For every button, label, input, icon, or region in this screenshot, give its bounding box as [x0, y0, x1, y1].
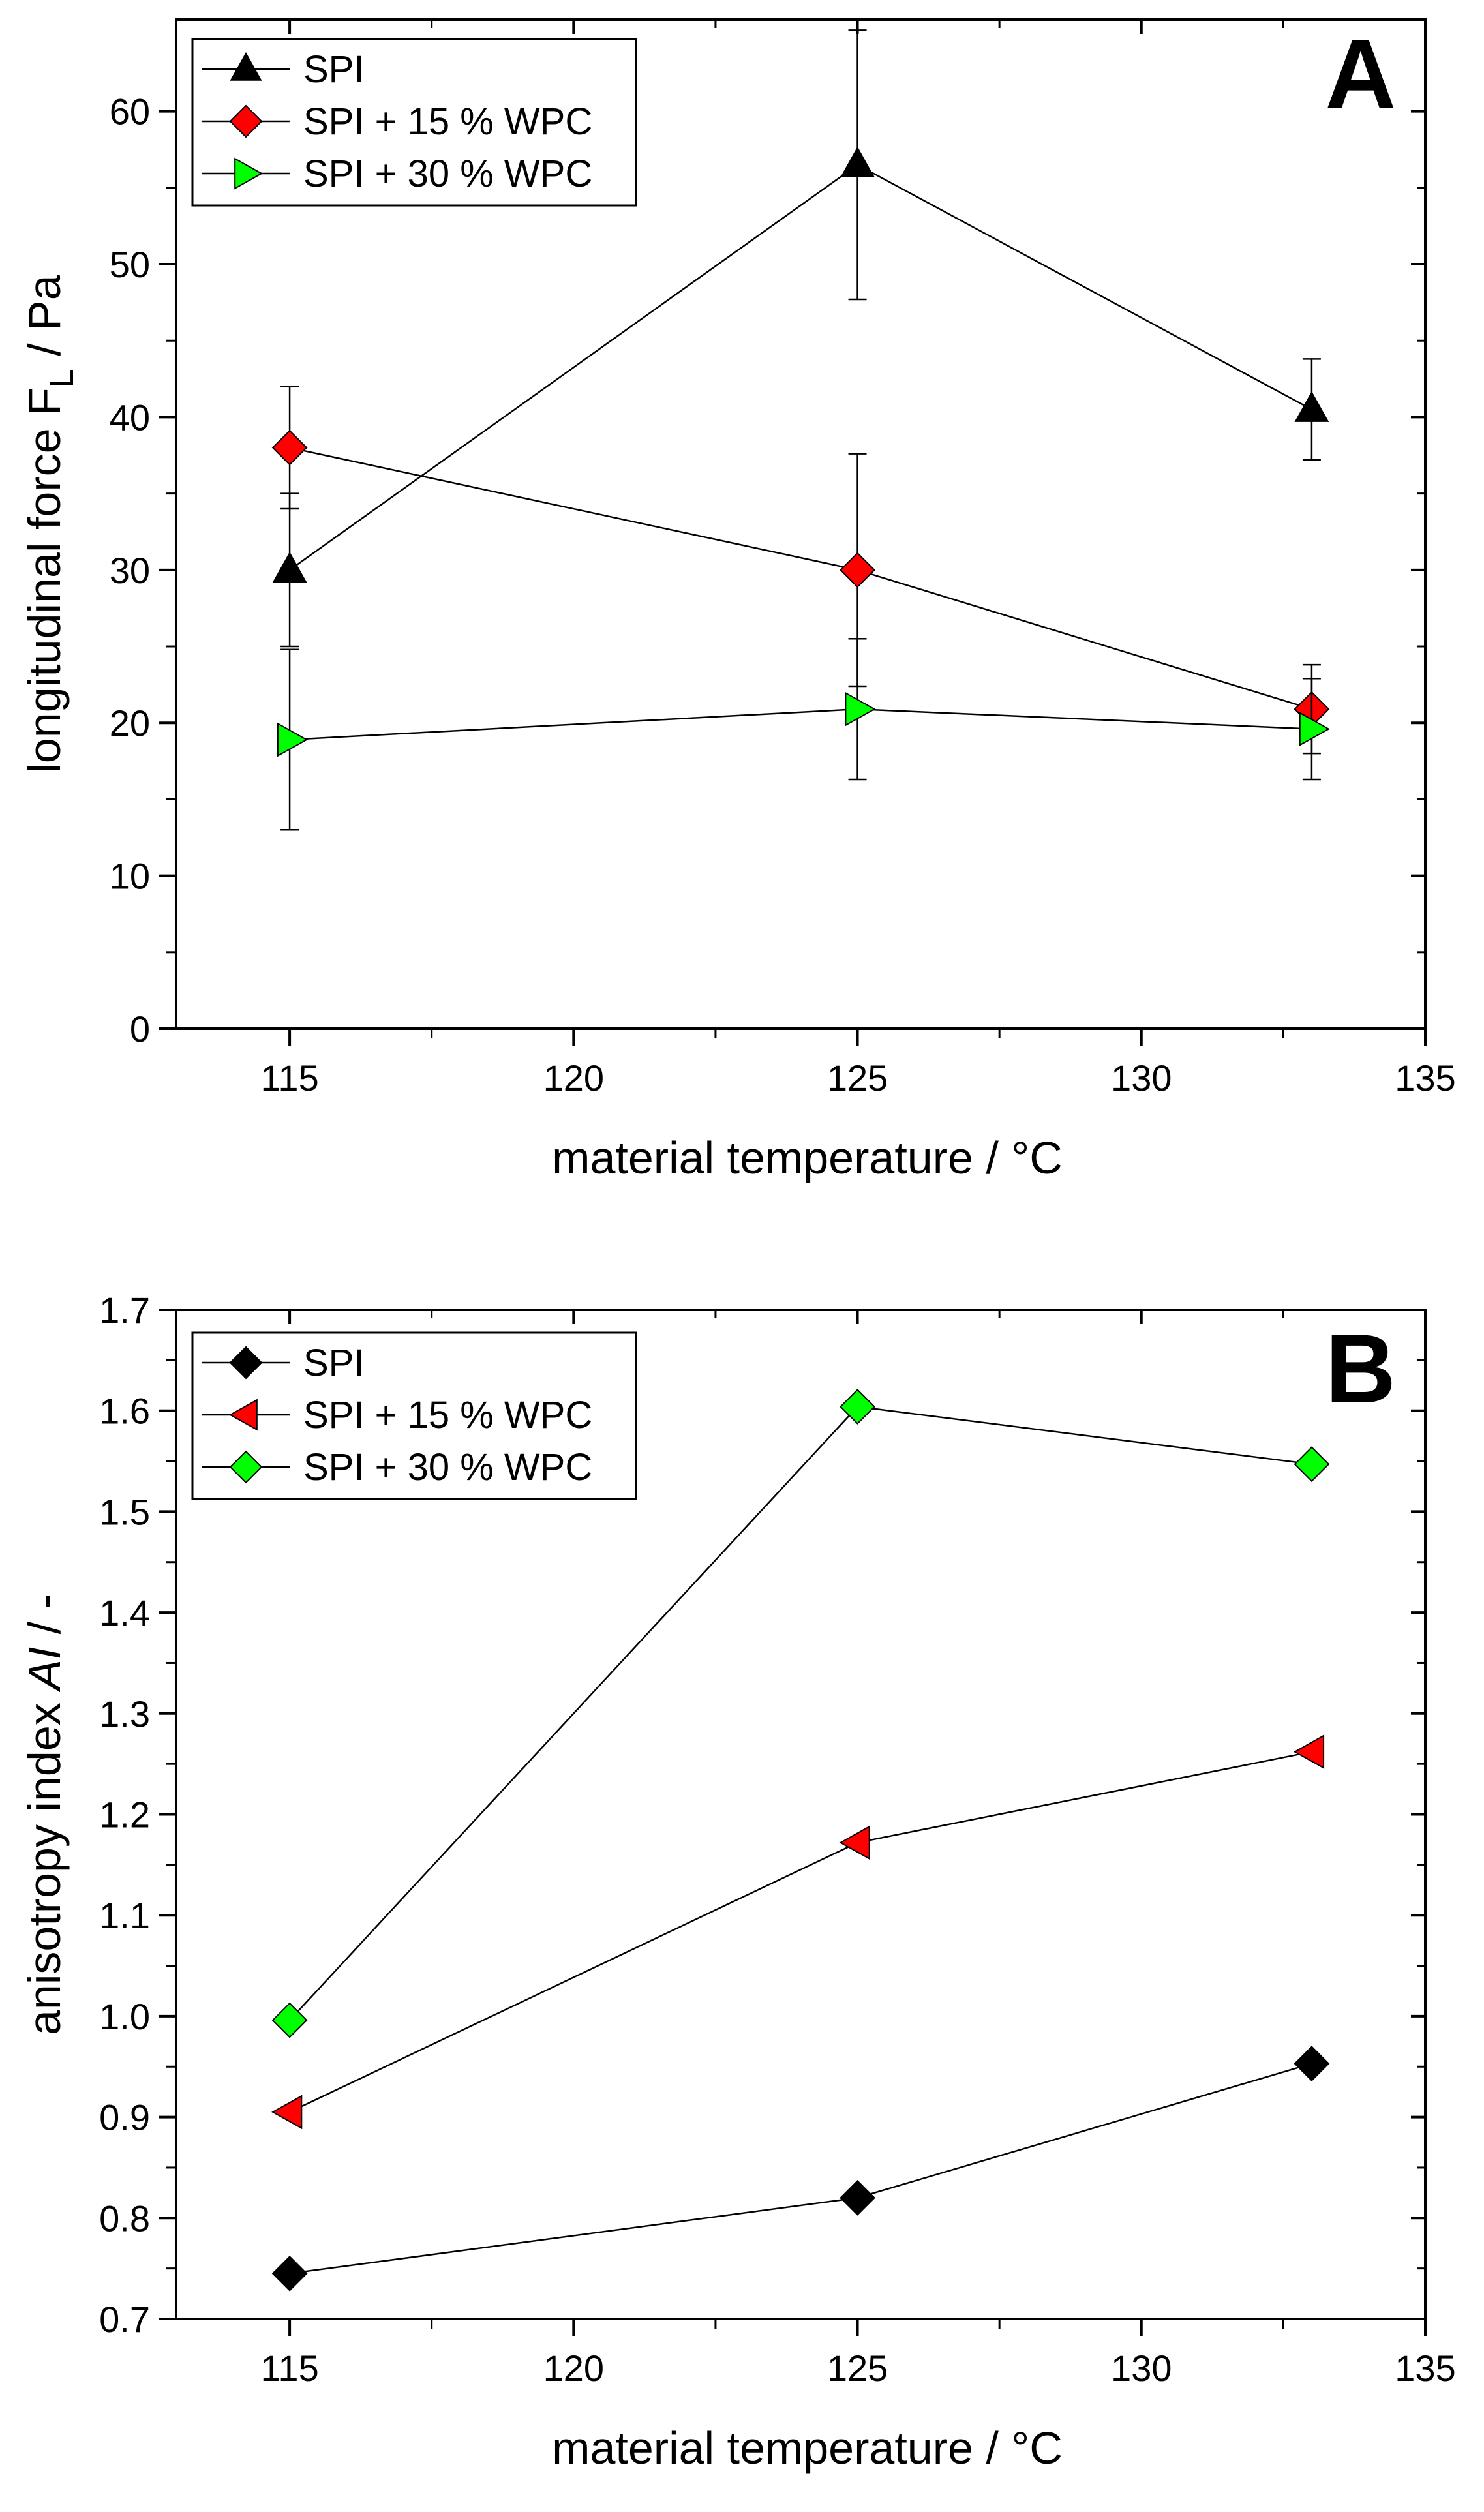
y-tick-label: 20 [110, 703, 150, 744]
x-tick-label: 135 [1395, 1057, 1455, 1098]
y-axis-title-subscript: L [43, 369, 81, 387]
series-line [289, 164, 1312, 571]
y-tick-label: 1.0 [99, 1996, 150, 2037]
series-spi [272, 29, 1329, 648]
data-point [840, 552, 875, 588]
y-tick-label: 0 [130, 1008, 150, 1050]
data-point [271, 2002, 308, 2038]
data-point [840, 146, 875, 177]
series-line [289, 2063, 1312, 2275]
data-point [840, 2179, 875, 2216]
data-point [271, 2095, 303, 2130]
legend-label: SPI + 15 % WPC [303, 1394, 592, 1436]
y-tick-label: 0.7 [99, 2299, 150, 2340]
data-point [1294, 2046, 1330, 2082]
y-tick-label: 1.6 [99, 1391, 150, 1432]
data-point [277, 722, 309, 757]
y-tick-label: 1.3 [99, 1693, 150, 1734]
x-axis-title: material temperature / °C [552, 2423, 1063, 2474]
y-tick-label: 1.7 [99, 1290, 150, 1331]
legend-label: SPI + 15 % WPC [303, 100, 592, 143]
series-spi [271, 2046, 1330, 2292]
data-point [272, 551, 307, 583]
data-point [1293, 1734, 1325, 1769]
y-tick-label: 1.1 [99, 1895, 150, 1936]
data-point [839, 1825, 870, 1860]
legend-label: SPI [303, 48, 365, 91]
y-tick-label: 1.2 [99, 1794, 150, 1836]
data-point [271, 429, 308, 466]
legend-frame [191, 1331, 637, 1500]
y-tick-label: 0.9 [99, 2097, 150, 2138]
legend-marker [229, 1346, 263, 1380]
series-spi-15-wpc [271, 386, 1330, 755]
data-point [1294, 1446, 1330, 1483]
y-axis-title-main: anisotropy index [19, 1690, 70, 2035]
legend: SPI SPI + 15 % WPC SPI + 30 % WPC [191, 1331, 637, 1500]
data-point [845, 691, 876, 727]
y-tick-label: 1.4 [99, 1592, 150, 1633]
y-tick-label: 30 [110, 550, 150, 591]
plot-frame [175, 18, 1427, 1030]
data-point [840, 1389, 875, 1425]
legend-frame [191, 38, 637, 207]
x-tick-label: 135 [1395, 2348, 1455, 2389]
y-tick-label: 60 [110, 91, 150, 132]
y-axis-title-main: longitudinal force F [19, 387, 70, 773]
legend-label: SPI + 30 % WPC [303, 1446, 592, 1489]
series-spi-15-wpc [271, 1734, 1325, 2130]
x-tick-label: 125 [827, 2348, 888, 2389]
legend-label: SPI + 30 % WPC [303, 153, 592, 195]
legend-marker [228, 1399, 258, 1431]
chart-panel-b: 115 120 125 130 135 0.7 0.8 0.9 1.0 1.1 1.2 1.3 1.4 1… [19, 1290, 1456, 2474]
x-axis-title: material temperature / °C [552, 1132, 1063, 1183]
y-axis-title: anisotropy index AI / - [19, 1594, 70, 2035]
series-spi-30-wpc [277, 638, 1330, 831]
y-tick-label: 0.8 [99, 2198, 150, 2239]
y-tick-label: 10 [110, 856, 150, 897]
y-axis-title-italic: AI [19, 1647, 70, 1693]
series-spi-30-wpc [271, 1389, 1330, 2038]
chart-panel-a: 115 120 125 130 135 0 10 20 30 40 50 60 material tem… [19, 18, 1456, 1183]
legend-label: SPI [303, 1342, 365, 1384]
y-tick-label: 40 [110, 397, 150, 438]
y-tick-label: 1.5 [99, 1491, 150, 1532]
y-axis-title-suffix: / - [19, 1594, 70, 1647]
series-line [289, 1751, 1312, 2113]
y-tick-label: 50 [110, 244, 150, 285]
y-axis-title-suffix: / Pa [19, 275, 70, 369]
x-tick-label: 115 [260, 1057, 318, 1098]
panel-label: A [1325, 19, 1396, 129]
legend-marker [229, 1450, 263, 1484]
legend: SPI SPI + 15 % WPC SPI + 30 % WPC [191, 38, 637, 207]
x-tick-label: 120 [543, 2348, 604, 2389]
y-axis-title: longitudinal force FL / Pa [19, 275, 81, 773]
data-point [1294, 391, 1329, 422]
series-line [289, 447, 1312, 710]
legend-marker [230, 52, 262, 81]
x-tick-label: 115 [260, 2348, 318, 2389]
x-tick-label: 125 [827, 1057, 888, 1098]
x-tick-label: 130 [1111, 1057, 1172, 1098]
x-tick-label: 120 [543, 1057, 604, 1098]
legend-marker [234, 157, 264, 190]
panel-label: B [1325, 1314, 1396, 1423]
x-tick-label: 130 [1111, 2348, 1172, 2389]
series-line [290, 708, 1312, 741]
legend-marker [229, 104, 263, 138]
data-point [271, 2255, 308, 2292]
data-point [1299, 712, 1330, 746]
